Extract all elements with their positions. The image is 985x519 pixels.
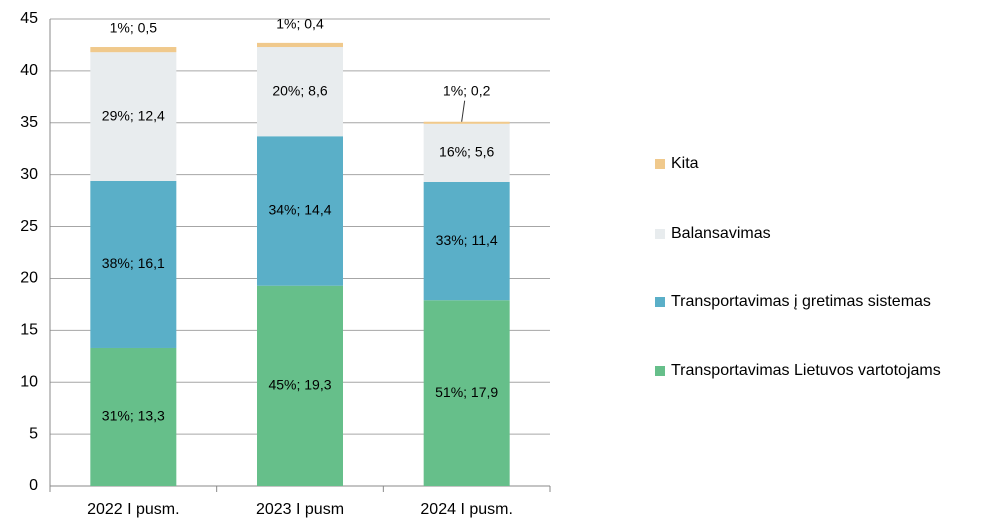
data-label: 20%; 8,6: [272, 82, 327, 98]
data-label: 16%; 5,6: [439, 144, 494, 160]
bar-segment: [423, 121, 510, 124]
bar-segment: [90, 47, 177, 53]
data-label: 34%; 14,4: [268, 202, 331, 218]
data-label: 51%; 17,9: [435, 384, 498, 400]
legend-label: Balansavimas: [671, 225, 771, 242]
y-tick-label: 0: [29, 477, 38, 494]
data-label: 1%; 0,5: [110, 20, 158, 36]
y-tick-label: 40: [20, 62, 38, 79]
y-tick-label: 15: [20, 322, 38, 339]
y-tick-label: 45: [20, 10, 38, 27]
y-tick-label: 30: [20, 166, 38, 183]
bar-segment: [423, 181, 510, 301]
data-label: 1%; 0,2: [443, 82, 491, 98]
bar-segment: [423, 123, 510, 182]
data-label: 31%; 13,3: [102, 408, 165, 424]
bar-segment: [90, 347, 177, 486]
legend-swatch: [655, 229, 665, 239]
bar-segment: [90, 52, 177, 181]
legend-swatch: [655, 159, 665, 169]
x-tick-label: 2022 I pusm.: [87, 501, 180, 518]
data-label: 45%; 19,3: [268, 377, 331, 393]
y-tick-label: 20: [20, 270, 38, 287]
bar-segment: [90, 180, 177, 348]
bar-segment: [257, 285, 343, 486]
leader-line: [461, 100, 466, 122]
bar-segment: [423, 300, 510, 486]
data-label: 1%; 0,4: [276, 16, 324, 32]
data-label: 29%; 12,4: [102, 107, 165, 123]
legend-label: Transportavimas į gretimas sistemas: [671, 293, 931, 310]
bar-segment: [257, 136, 343, 286]
data-label: 38%; 16,1: [102, 255, 165, 271]
x-tick-label: 2024 I pusm.: [420, 501, 513, 518]
legend-label: Transportavimas Lietuvos vartotojams: [671, 362, 941, 379]
y-tick-label: 25: [20, 218, 38, 235]
y-tick-label: 35: [20, 114, 38, 131]
data-label: 33%; 11,4: [436, 232, 498, 248]
y-tick-label: 10: [20, 373, 38, 390]
bar-segment: [257, 47, 343, 137]
bar-segment: [257, 42, 343, 48]
y-tick-label: 5: [29, 425, 38, 442]
legend-swatch: [655, 297, 665, 307]
legend-label: Kita: [671, 155, 699, 172]
legend-swatch: [655, 366, 665, 376]
x-tick-label: 2023 I pusm: [256, 501, 344, 518]
